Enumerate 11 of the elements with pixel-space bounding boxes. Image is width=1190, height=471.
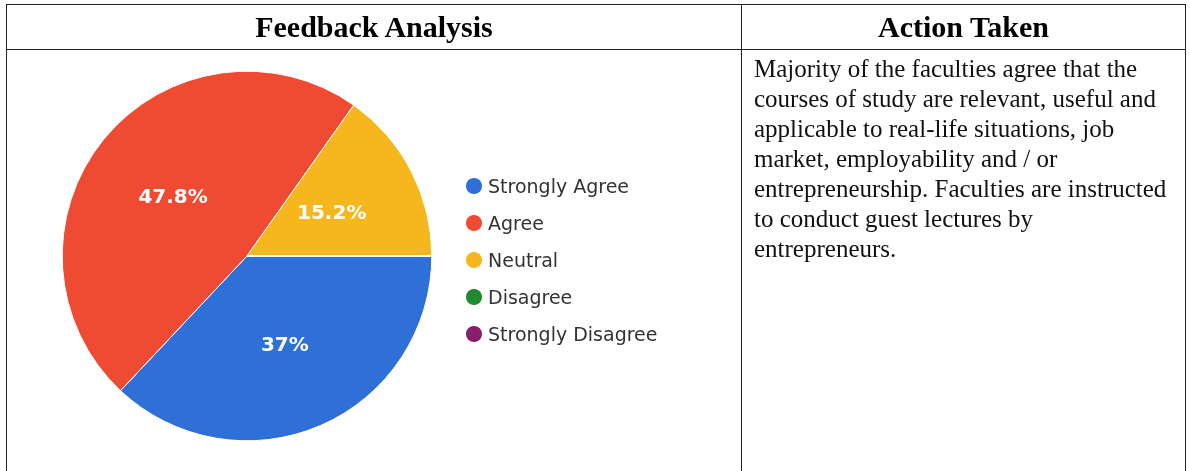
text: Majority of the faculties agree that the courses of study are relevant, useful and applicable to real-life situations, job market, employability and / or entrepreneurship. Faculties are instructed to conduct guest lectures by entrepreneurs. <box>753 54 1168 264</box>
data-label: 47.8% <box>138 183 208 208</box>
legend-label: Neutral <box>488 249 559 271</box>
data-label: 37% <box>260 331 309 356</box>
text: Action Taken <box>742 5 1185 50</box>
legend-label: Agree <box>488 212 544 234</box>
legend-label: Disagree <box>488 286 573 308</box>
legend-label: Strongly Disagree <box>488 323 658 345</box>
legend-label: Strongly Agree <box>488 175 630 197</box>
chart-title: Feedback Analysis <box>7 5 741 50</box>
data-label: 15.2% <box>297 200 367 225</box>
